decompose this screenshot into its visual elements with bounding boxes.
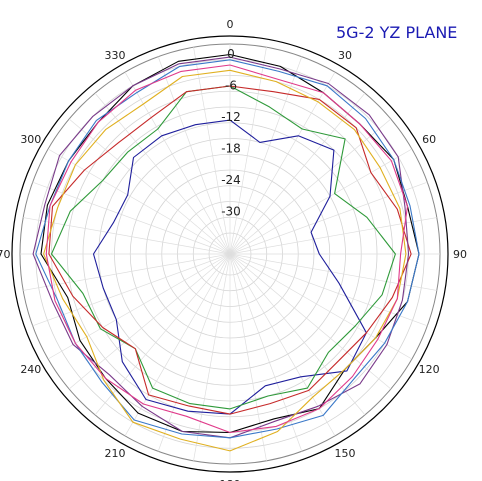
grid-spoke [32, 253, 231, 327]
polar-grid [11, 35, 449, 473]
angle-tick-label: 0 [227, 18, 234, 31]
grid-spoke [47, 148, 231, 255]
angle-tick-label: 30 [338, 49, 352, 62]
radial-tick-label: -18 [221, 142, 241, 156]
radial-tick-label: -30 [221, 205, 241, 219]
axis-labels: 0 30 60 90 120 150 180 210 240 270 300 330 0 -6 -12 -18… [0, 18, 467, 481]
grid-spoke [229, 71, 336, 255]
series-line-6 [35, 59, 420, 439]
grid-spoke [229, 253, 392, 390]
grid-spoke [124, 253, 231, 437]
grid-spoke [68, 118, 231, 255]
series-lines [32, 53, 420, 452]
radial-tick-label: -12 [221, 110, 241, 124]
grid-spoke [229, 181, 428, 255]
angle-tick-label: 150 [335, 447, 356, 460]
grid-spoke [229, 56, 303, 255]
grid-spoke [229, 148, 413, 255]
grid-spoke [229, 253, 413, 360]
grid-spoke [94, 253, 231, 416]
grid-spoke [157, 56, 231, 255]
angle-tick-label: 330 [105, 49, 126, 62]
angle-tick-label: 120 [419, 363, 440, 376]
grid-spoke [193, 47, 231, 255]
grid-spoke [193, 253, 231, 461]
grid-spoke [229, 92, 366, 255]
angle-tick-label: 240 [20, 363, 41, 376]
angle-tick-label: 60 [422, 133, 436, 146]
radial-tick-label: 0 [227, 47, 235, 61]
angle-tick-label: 180 [220, 478, 241, 481]
grid-spoke [229, 253, 336, 437]
grid-spoke [229, 118, 392, 255]
grid-spoke [229, 47, 267, 255]
grid-spoke [23, 253, 231, 291]
grid-spoke [94, 92, 231, 255]
angle-tick-label: 210 [105, 447, 126, 460]
series-line-3 [50, 85, 396, 410]
series-line-7 [43, 69, 407, 452]
grid-spoke [124, 71, 231, 255]
angle-tick-label: 270 [0, 248, 11, 261]
grid-spoke [23, 217, 231, 255]
grid-spoke [229, 253, 366, 416]
radial-tick-label: -6 [225, 79, 237, 93]
grid-spoke [229, 253, 303, 452]
angle-tick-label: 90 [453, 248, 467, 261]
radial-tick-label: -24 [221, 173, 241, 187]
angle-tick-label: 300 [20, 133, 41, 146]
grid-spoke [32, 181, 231, 255]
series-line-8 [45, 64, 409, 434]
grid-spoke [47, 253, 231, 360]
grid-spoke [157, 253, 231, 452]
chart-title: 5G-2 YZ PLANE [336, 23, 457, 42]
grid-spoke [229, 253, 428, 327]
series-line-4 [48, 85, 412, 415]
grid-spoke [229, 253, 437, 291]
outer-ring [11, 35, 449, 473]
